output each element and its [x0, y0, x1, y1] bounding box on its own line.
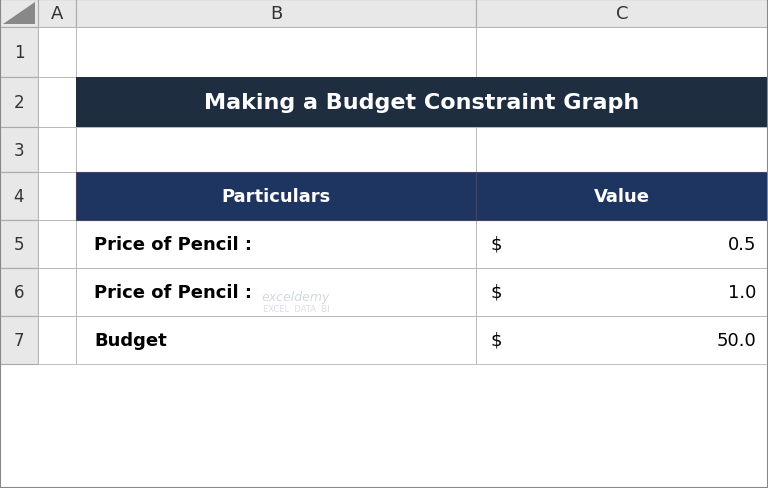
Bar [476, 221, 768, 268]
Text: 5: 5 [14, 236, 25, 253]
Bar [476, 173, 768, 221]
Text: 50.0: 50.0 [717, 331, 756, 349]
Text: $: $ [490, 331, 502, 349]
Text: C: C [616, 5, 628, 23]
Polygon shape [3, 3, 35, 25]
Bar [476, 128, 768, 173]
Text: B: B [270, 5, 282, 23]
Bar [76, 316, 476, 364]
Bar [38, 173, 76, 221]
Bar [38, 128, 76, 173]
Bar [76, 128, 476, 173]
Text: exceldemy: exceldemy [262, 290, 330, 303]
Bar [76, 268, 476, 316]
Bar [0, 128, 38, 173]
Text: 7: 7 [14, 331, 25, 349]
Text: Making a Budget Constraint Graph: Making a Budget Constraint Graph [204, 93, 640, 113]
Bar [476, 173, 768, 221]
Bar [76, 78, 476, 128]
Bar [38, 221, 76, 268]
Bar [0, 316, 38, 364]
Text: Value: Value [594, 187, 650, 205]
Bar [38, 0, 76, 28]
Bar [76, 173, 476, 221]
Bar [76, 28, 476, 78]
Bar [0, 268, 38, 316]
Bar [76, 0, 476, 28]
Text: A: A [51, 5, 63, 23]
Text: 0.5: 0.5 [727, 236, 756, 253]
Bar [0, 173, 38, 221]
Bar [0, 221, 38, 268]
Bar [476, 0, 768, 28]
Text: $: $ [490, 236, 502, 253]
Bar [76, 78, 768, 128]
Text: 1.0: 1.0 [727, 284, 756, 302]
Text: $: $ [490, 284, 502, 302]
Bar [38, 78, 76, 128]
Text: EXCEL  DATA  BI: EXCEL DATA BI [263, 304, 329, 313]
Text: Price of Pencil :: Price of Pencil : [94, 236, 252, 253]
Text: 1: 1 [14, 44, 25, 62]
Bar [476, 28, 768, 78]
Bar [76, 221, 476, 268]
Bar [0, 28, 38, 78]
Text: 6: 6 [14, 284, 25, 302]
Text: 2: 2 [14, 94, 25, 112]
Bar [476, 78, 768, 128]
Text: Price of Pencil :: Price of Pencil : [94, 284, 252, 302]
Bar [476, 316, 768, 364]
Bar [38, 316, 76, 364]
Bar [38, 28, 76, 78]
Text: Particulars: Particulars [221, 187, 331, 205]
Bar [0, 0, 38, 28]
Text: 4: 4 [14, 187, 25, 205]
Bar [76, 173, 476, 221]
Bar [476, 268, 768, 316]
Text: Budget: Budget [94, 331, 167, 349]
Bar [0, 78, 38, 128]
Bar [38, 268, 76, 316]
Text: 3: 3 [14, 141, 25, 159]
